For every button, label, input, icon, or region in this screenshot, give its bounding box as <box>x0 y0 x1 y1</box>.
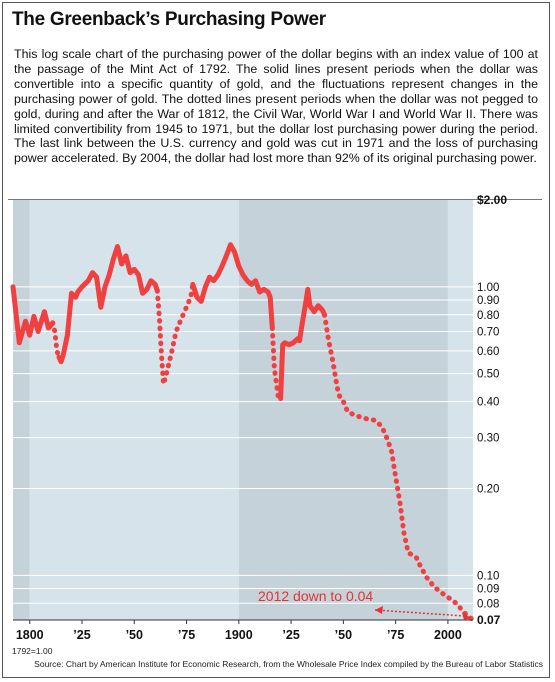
x-tick-label: ’50 <box>126 628 143 642</box>
x-tick-label: ’75 <box>387 628 404 642</box>
y-tick-label: 0.80 <box>477 310 499 322</box>
annotation-arrow-line <box>374 609 466 617</box>
x-tick-label: ’50 <box>335 628 352 642</box>
y-axis: $2.00 1.000.90 0.80 0.70 0.60 0.50 0.40 0.30 0.2… <box>477 193 507 627</box>
y-tick-label: 0.10 <box>477 570 499 582</box>
annotation-label: 2012 down to 0.04 <box>258 588 373 604</box>
header-divider <box>8 199 542 200</box>
dotted-segment-3 <box>154 281 196 387</box>
era-band-3 <box>447 200 473 620</box>
dotted-segment-1 <box>50 320 62 360</box>
solid-segment-4 <box>190 242 275 331</box>
solid-segment-6 <box>278 286 327 401</box>
x-axis: 1800 ’25 ’50 ’75 1900 ’25 ’50 ’75 2000 <box>13 619 473 642</box>
source-note: Source: Chart by American Institute for … <box>34 659 543 669</box>
x-tick-label: 2000 <box>434 628 462 642</box>
era-bands <box>13 200 473 620</box>
dotted-segment-7 <box>322 312 476 623</box>
chart-description: This log scale chart of the purchasing p… <box>14 47 538 166</box>
y-tick-label: 0.09 <box>477 584 499 596</box>
y-tick-label: 0.08 <box>477 598 499 610</box>
era-band-1 <box>29 200 239 620</box>
annotation-group: 2012 down to 0.04 <box>258 588 471 620</box>
annotation-arrow-tail <box>375 606 383 614</box>
x-tick-label: ’25 <box>282 628 299 642</box>
x-tick-label: ’75 <box>178 628 195 642</box>
y-tick-label: 0.30 <box>477 433 499 445</box>
y-tick-label: 0.07 <box>477 613 501 627</box>
y-tick-label: 0.60 <box>477 346 499 358</box>
base-year-note: 1792=1.00 <box>12 646 53 656</box>
annotation-arrow-head <box>462 612 471 620</box>
solid-segment-2 <box>56 244 160 365</box>
y-tick-label: 0.70 <box>477 327 499 339</box>
era-band-2 <box>238 200 448 620</box>
series-lines <box>10 242 476 623</box>
y-tick-label: 0.90 <box>477 295 499 307</box>
y-tick-label: 0.40 <box>477 397 499 409</box>
x-tick-label: 1900 <box>225 628 253 642</box>
y-tick-label: $2.00 <box>477 193 507 207</box>
y-tick-label: 1.00 <box>477 282 499 294</box>
x-tick-label: 1800 <box>16 628 44 642</box>
solid-segment-0 <box>10 284 56 346</box>
y-tick-label: 0.50 <box>477 369 499 381</box>
x-tick-label: ’25 <box>73 628 90 642</box>
page-title: The Greenback’s Purchasing Power <box>12 9 326 30</box>
era-band-0 <box>13 200 30 620</box>
y-tick-label: 0.20 <box>477 483 499 495</box>
gridlines <box>13 286 473 604</box>
